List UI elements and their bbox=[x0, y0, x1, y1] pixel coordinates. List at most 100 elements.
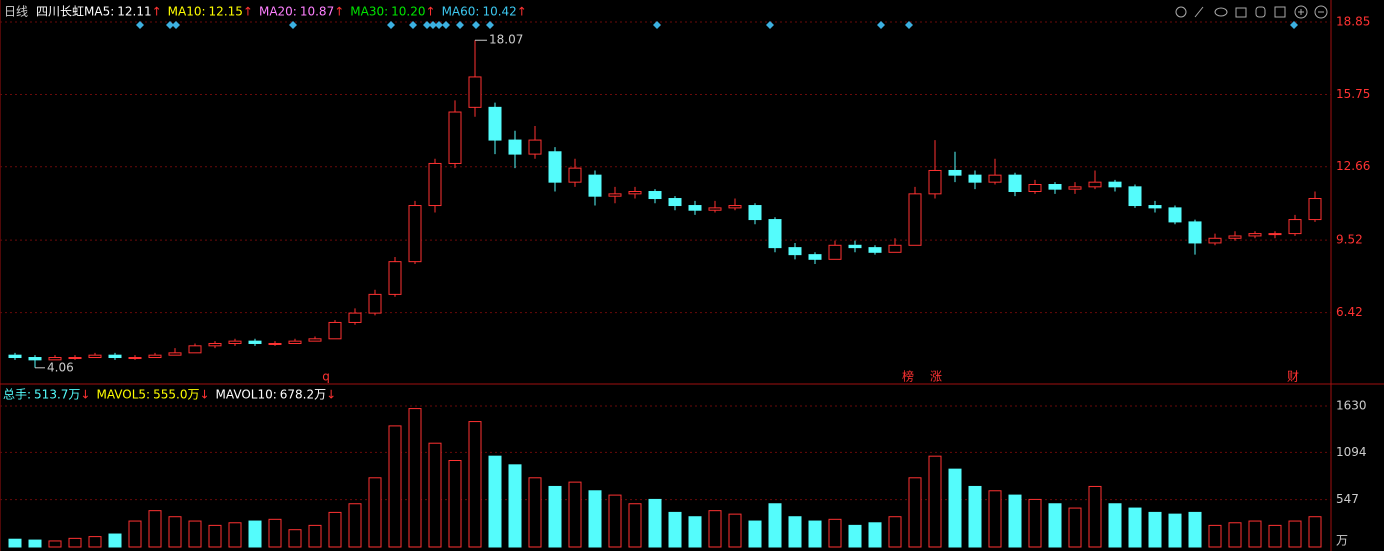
max-marker: 18.07 bbox=[489, 33, 523, 47]
candle-body bbox=[408, 205, 422, 263]
zoom-out-icon[interactable] bbox=[1314, 5, 1328, 19]
toolbar bbox=[1175, 5, 1328, 19]
volume-bar bbox=[268, 518, 282, 548]
indicator-value: 513.7 bbox=[34, 388, 68, 402]
volume-bar bbox=[88, 536, 102, 548]
candle-body bbox=[1288, 219, 1302, 235]
event-diamond bbox=[136, 21, 144, 29]
draw-icon[interactable] bbox=[1194, 6, 1204, 18]
volume-bar bbox=[768, 503, 782, 548]
y-tick-label: 547 bbox=[1336, 492, 1359, 506]
candle-body bbox=[868, 247, 882, 253]
candle-body bbox=[1148, 205, 1162, 209]
candle-body bbox=[508, 139, 522, 155]
volume-bar bbox=[488, 455, 502, 548]
y-tick-label: 18.85 bbox=[1336, 15, 1370, 29]
unit: 万 bbox=[68, 388, 80, 402]
candle-body bbox=[668, 198, 682, 207]
event-diamond bbox=[166, 21, 174, 29]
event-label: 榜 bbox=[902, 369, 914, 384]
indicator-value: 10.87 bbox=[300, 5, 334, 19]
y-tick-label: 6.42 bbox=[1336, 305, 1363, 319]
volume-bar bbox=[28, 539, 42, 548]
box-icon[interactable] bbox=[1235, 7, 1247, 18]
volume-bar bbox=[648, 498, 662, 548]
volume-bar bbox=[688, 516, 702, 548]
volume-bar bbox=[968, 485, 982, 548]
event-diamond bbox=[486, 21, 494, 29]
volume-bar bbox=[508, 464, 522, 548]
event-diamond bbox=[653, 21, 661, 29]
candle-body bbox=[568, 167, 582, 183]
candle-body bbox=[948, 169, 962, 176]
candle-body bbox=[448, 111, 462, 164]
candle-body bbox=[1308, 198, 1322, 221]
candle-body bbox=[788, 247, 802, 256]
candle-body bbox=[168, 352, 182, 356]
trend: ↓ bbox=[326, 388, 336, 402]
volume-bar bbox=[728, 513, 742, 548]
volume-bar bbox=[8, 538, 22, 548]
volume-bar bbox=[708, 510, 722, 548]
candle-body bbox=[1168, 207, 1182, 223]
volume-bar bbox=[588, 490, 602, 548]
volume-bar bbox=[888, 516, 902, 548]
candle-body bbox=[228, 340, 242, 344]
candle-body bbox=[908, 193, 922, 246]
candle-body bbox=[1028, 183, 1042, 193]
volume-bar bbox=[48, 540, 62, 548]
y-tick-label: 1094 bbox=[1336, 445, 1367, 459]
volume-bar bbox=[1228, 522, 1242, 548]
indicator-value: 12.15 bbox=[209, 5, 243, 19]
volume-bar bbox=[148, 510, 162, 548]
y-tick-label: 1630 bbox=[1336, 399, 1367, 413]
indicator-name: 总手: bbox=[3, 388, 31, 402]
trend: ↓ bbox=[80, 388, 90, 402]
volume-bar bbox=[1268, 524, 1282, 548]
indicator-value: 10.42 bbox=[482, 5, 516, 19]
settings-icon[interactable] bbox=[1175, 6, 1187, 18]
candle-body bbox=[88, 354, 102, 359]
indicator-name: MAVOL10: bbox=[216, 388, 277, 402]
y-tick-label: 9.52 bbox=[1336, 233, 1363, 247]
volume-bar bbox=[388, 425, 402, 548]
candle-body bbox=[828, 244, 842, 260]
volume-bar bbox=[1168, 513, 1182, 548]
candle-body bbox=[308, 338, 322, 342]
candle-body bbox=[808, 254, 822, 260]
eye-icon[interactable] bbox=[1214, 7, 1228, 17]
volume-bar bbox=[368, 477, 382, 548]
candle-body bbox=[1248, 233, 1262, 237]
candle-body bbox=[1048, 183, 1062, 190]
candle-body bbox=[988, 174, 1002, 183]
candle-body bbox=[648, 191, 662, 200]
volume-bar bbox=[848, 524, 862, 548]
event-diamond bbox=[905, 21, 913, 29]
event-diamond bbox=[387, 21, 395, 29]
event-diamond bbox=[442, 21, 450, 29]
volume-bar bbox=[1308, 516, 1322, 548]
volume-bar bbox=[1108, 503, 1122, 548]
volume-bar bbox=[748, 520, 762, 548]
event-diamond bbox=[289, 21, 297, 29]
candle-body bbox=[1008, 174, 1022, 193]
period: 日线 bbox=[4, 5, 28, 19]
unit: 万 bbox=[187, 388, 199, 402]
copy-icon[interactable] bbox=[1274, 6, 1286, 18]
candle-body bbox=[608, 193, 622, 197]
indicator-value: 678.2 bbox=[280, 388, 314, 402]
event-diamond bbox=[172, 21, 180, 29]
y-tick-label: 15.75 bbox=[1336, 87, 1370, 101]
candle-body bbox=[1128, 186, 1142, 207]
candle-body bbox=[388, 261, 402, 295]
candle-body bbox=[328, 321, 342, 340]
volume-bar bbox=[608, 494, 622, 548]
candle-body bbox=[8, 354, 22, 359]
candle-body bbox=[1108, 181, 1122, 188]
hand-icon[interactable] bbox=[1255, 6, 1266, 18]
candle-body bbox=[368, 293, 382, 314]
volume-bar bbox=[548, 485, 562, 548]
volume-bar bbox=[128, 520, 142, 548]
zoom-in-icon[interactable] bbox=[1294, 5, 1308, 19]
